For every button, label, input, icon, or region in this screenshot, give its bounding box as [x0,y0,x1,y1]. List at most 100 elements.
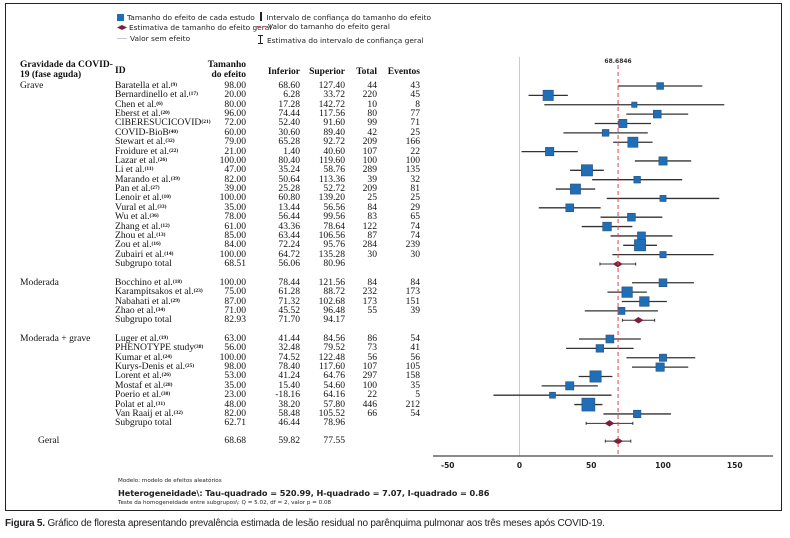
total-value: 10 [367,98,377,110]
x-tick-label: -50 [441,461,455,470]
reference-number: (26) [161,372,171,379]
overall-effect-label: 68.6846 [604,58,631,65]
effect-value: 35.00 [224,201,246,213]
total-value: 122 [362,220,377,232]
figure-caption: Figura 5. Gráfico de floresta apresentan… [5,518,605,529]
lower-value: 63.44 [278,229,300,241]
reference-number: (6) [156,100,163,107]
lower-value: 74.52 [278,351,300,363]
study-id: Wu et al.(36) [115,211,159,223]
effect-value: 82.00 [224,407,246,419]
lower-value: 30.60 [278,126,300,138]
reference-number: (10) [161,194,171,201]
reference-number: (28) [163,381,173,388]
study-id: Froidure et al.(22) [115,145,179,157]
study-effect-marker [605,334,615,344]
lower-value: 61.28 [278,286,300,298]
study-effect-marker [658,156,668,166]
subtotal-diamond [633,317,644,324]
study-id: Mostaf et al.(28) [115,379,173,391]
study-effect-marker [659,195,667,202]
lower-value: 71.32 [278,295,300,307]
study-effect-marker [565,381,575,391]
study-id: Marando et al.(39) [115,173,180,185]
subtotal-effect: 62.71 [224,417,246,429]
events-value: 25 [410,192,420,204]
lower-value: 43.36 [278,220,300,232]
reference-number: (38) [194,344,204,351]
events-value: 56 [410,351,420,363]
lower-value: 35.24 [278,164,300,176]
upper-value: 121.56 [318,276,345,288]
upper-value: 119.60 [318,154,345,166]
upper-value: 127.40 [318,80,345,91]
effect-value: 35.00 [224,379,246,391]
lower-value: 15.40 [278,379,300,391]
reference-number: (23) [193,288,203,295]
reference-number: (36) [149,213,159,220]
upper-value: 142.72 [318,98,345,110]
total-value: 86 [367,332,377,344]
effect-value: 87.00 [224,295,246,307]
total-value: 22 [367,389,377,401]
study-id: Pan et al.(27) [115,183,160,195]
study-effect-marker [659,251,667,259]
study-id: Kumar et al.(24) [115,351,172,363]
reference-number: (24) [162,353,172,360]
effect-value: 63.00 [224,332,246,344]
effect-value: 100.00 [219,276,246,288]
upper-value: 54.60 [323,379,345,391]
events-value: 35 [410,379,420,391]
total-value: 99 [367,117,377,129]
effect-value: 98.00 [224,80,246,91]
diamond-marker-icon [117,23,127,30]
group-label: Grave [20,80,44,91]
study-id: PHENOTYPE study(38) [115,342,204,354]
lower-value: 1.40 [283,145,300,157]
events-value: 84 [410,276,420,288]
study-effect-marker [653,109,662,119]
reference-number: (29) [170,297,180,304]
overall-upper: 77.55 [323,435,345,447]
study-id: Baratella et al.(9) [115,80,178,91]
total-value: 289 [362,164,377,176]
overall-diamond [613,437,624,445]
events-value: 43 [410,80,420,91]
total-value: 55 [367,304,377,316]
effect-value: 71.00 [224,304,246,316]
total-value: 446 [362,398,377,410]
study-effect-marker [617,306,626,315]
study-effect-marker [633,176,641,184]
upper-value: 122.48 [318,351,345,363]
group-label: Moderada [20,276,59,288]
effect-value: 56.00 [224,342,246,354]
events-value: 65 [410,211,420,223]
overall-label: Geral [38,435,60,447]
study-id: Bernardinello et al.(17) [115,89,198,101]
overall-effect: 68.68 [224,435,246,447]
events-value: 105 [405,361,420,373]
reference-number: (20) [160,110,170,117]
subtotal-lower: 46.44 [278,417,300,429]
upper-value: 96.48 [323,304,345,316]
legend-overall-ci: Estimativa do intervalo de confiança ger… [257,35,424,45]
effect-value: 78.00 [224,211,246,223]
x-tick-label: 150 [727,461,743,470]
study-id: Van Raaij et al.(32) [115,407,183,419]
lower-value: 78.44 [278,276,300,288]
study-effect-marker [634,239,646,252]
caption-label: Figura 5. [5,518,45,529]
study-id: Poerio et al.(30) [115,389,171,401]
reference-number: (12) [160,222,170,229]
effect-value: 100.00 [219,351,246,363]
events-value: 135 [405,164,420,176]
study-id: Nabahati et al.(29) [115,295,180,307]
study-id: Li et al.(11) [115,164,154,176]
total-value: 284 [362,239,377,251]
events-value: 54 [410,332,420,344]
subtotal-diamond [604,420,615,427]
x-tick-label: 100 [655,461,671,470]
model-note: Modelo: modelo de efeitos aleatórios [118,478,222,484]
effect-value: 100.00 [219,154,246,166]
